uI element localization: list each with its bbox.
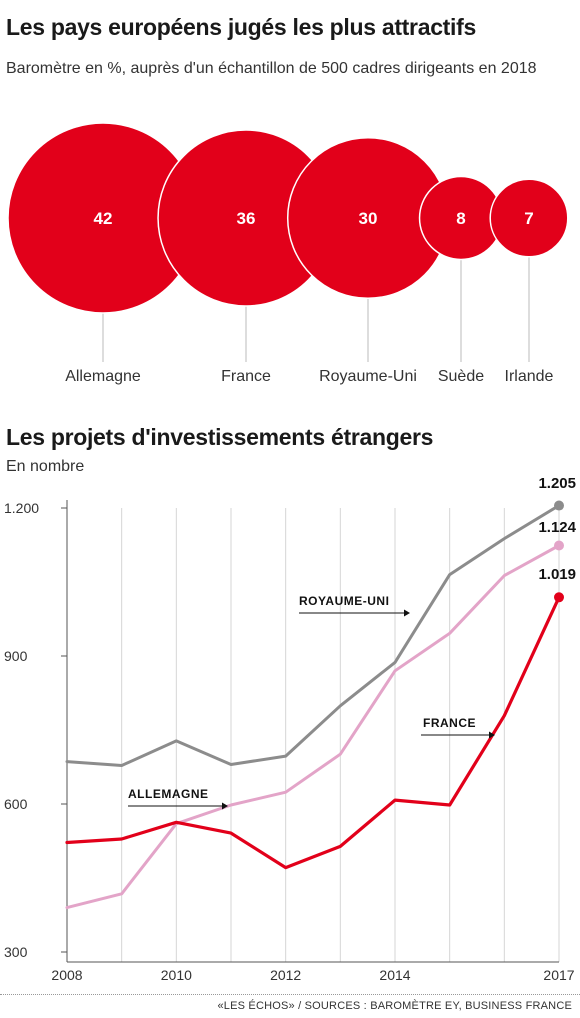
end-label-allemagne: 1.124 [538, 519, 576, 536]
series-line-allemagne [65, 544, 561, 910]
x-tick-label-2017: 2017 [543, 967, 574, 983]
x-tick-label-2010: 2010 [161, 967, 192, 983]
x-tick-label-2014: 2014 [379, 967, 410, 983]
series-arrow-head-royaume-uni [404, 609, 410, 617]
bubble-chart-subtitle: Baromètre en %, auprès d'un échantillon … [6, 60, 537, 77]
series-arrow-head-france [489, 731, 495, 739]
series-line-royaume-uni [65, 504, 561, 767]
bubble-chart: 42 Allemagne 36 France 30 Royaume-Uni 8 Suède 7 I… [7, 122, 569, 385]
y-tick-label-600: 600 [4, 796, 28, 812]
x-tick-label-2012: 2012 [270, 967, 301, 983]
bubble-label-france: France [221, 368, 271, 385]
bubble-value-royaume-uni: 30 [359, 209, 378, 228]
bubble-value-allemagne: 42 [94, 209, 113, 228]
bubble-value-france: 36 [237, 209, 256, 228]
series-end-point-allemagne [554, 540, 564, 551]
y-tick-label-900: 900 [4, 648, 28, 664]
y-tick-label-1200: 1.200 [4, 500, 39, 516]
series-label-allemagne: ALLEMAGNE [128, 787, 209, 801]
end-label-france: 1.019 [538, 566, 576, 583]
line-chart-subtitle: En nombre [6, 458, 85, 475]
bubble-label-allemagne: Allemagne [65, 368, 141, 385]
y-tick-label-300: 300 [4, 944, 28, 960]
series-arrow-head-allemagne [222, 802, 228, 810]
footer-divider [0, 994, 580, 995]
bubble-label-suède: Suède [438, 368, 484, 385]
series-label-royaume-uni: ROYAUME-UNI [299, 594, 389, 608]
bubble-label-irlande: Irlande [505, 368, 554, 385]
series-line-france [65, 595, 561, 870]
series-label-france: FRANCE [423, 716, 476, 730]
series-end-point-france [554, 592, 564, 603]
source-credit: «LES ÉCHOS» / SOURCES : BAROMÈTRE EY, BU… [217, 1000, 572, 1012]
line-chart-title: Les projets d'investissements étrangers [6, 424, 434, 450]
end-label-royaume-uni: 1.205 [538, 475, 576, 492]
bubble-chart-title: Les pays européens jugés les plus attrac… [6, 14, 476, 40]
x-tick-label-2008: 2008 [51, 967, 82, 983]
bubble-irlande [489, 178, 569, 258]
series-end-point-royaume-uni [554, 500, 564, 511]
bubble-label-royaume-uni: Royaume-Uni [319, 368, 417, 385]
bubble-value-suède: 8 [456, 209, 465, 228]
bubble-value-irlande: 7 [524, 209, 533, 228]
